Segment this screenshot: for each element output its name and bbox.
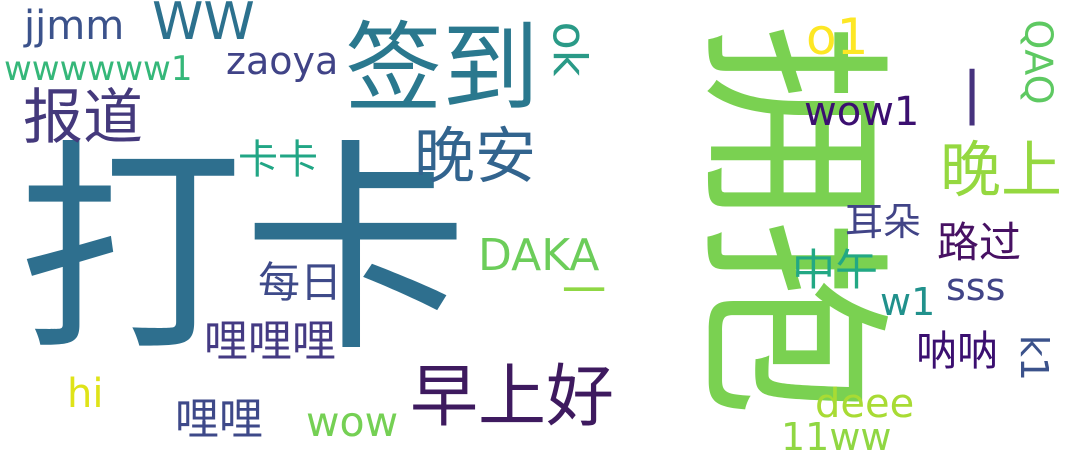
word-erduo: 耳朵 bbox=[845, 200, 922, 244]
word-w1: w1 bbox=[880, 280, 936, 324]
word-daka-cn: 打卡 bbox=[18, 121, 468, 383]
word-jjmm: jjmm bbox=[24, 3, 125, 49]
word-wanan: 晚安 bbox=[414, 121, 537, 192]
word-hi: hi bbox=[67, 371, 104, 417]
word-wow1: wow1 bbox=[804, 89, 920, 135]
word-wanshang: 晚上 bbox=[940, 135, 1063, 206]
word-yi-top: 一 bbox=[933, 65, 1007, 129]
word-sss: sss bbox=[946, 265, 1006, 309]
word-zaoshanghao: 早上好 bbox=[410, 358, 615, 437]
word-wwwwww1: wwwwww1 bbox=[4, 49, 193, 89]
word-lili: 哩哩 bbox=[175, 394, 263, 445]
word-WW: WW bbox=[152, 0, 255, 52]
word-wow: wow bbox=[306, 398, 399, 446]
word-nana: 呐呐 bbox=[916, 327, 998, 375]
word-kaka: 卡卡 bbox=[238, 137, 318, 183]
word-DAKA: DAKA bbox=[478, 230, 600, 281]
word-lililili: 哩哩哩 bbox=[204, 316, 336, 367]
word-QAQ: QAQ bbox=[1016, 19, 1061, 105]
word-yi-mid: 一 bbox=[562, 266, 606, 317]
word-qiandao: 签到 bbox=[345, 12, 539, 125]
word-o1: o1 bbox=[806, 8, 869, 66]
word-luguo: 路过 bbox=[937, 218, 1022, 267]
word-zhongwu: 中午 bbox=[792, 246, 878, 296]
word-ok: ok bbox=[542, 21, 597, 77]
word-11ww: 11ww bbox=[781, 415, 892, 459]
word-k1: k1 bbox=[1012, 334, 1057, 382]
word-meiri: 每日 bbox=[258, 258, 343, 307]
word-zaoya: zaoya bbox=[226, 39, 339, 83]
word-deee: deee bbox=[815, 381, 915, 427]
word-baodao: 报道 bbox=[23, 83, 143, 153]
